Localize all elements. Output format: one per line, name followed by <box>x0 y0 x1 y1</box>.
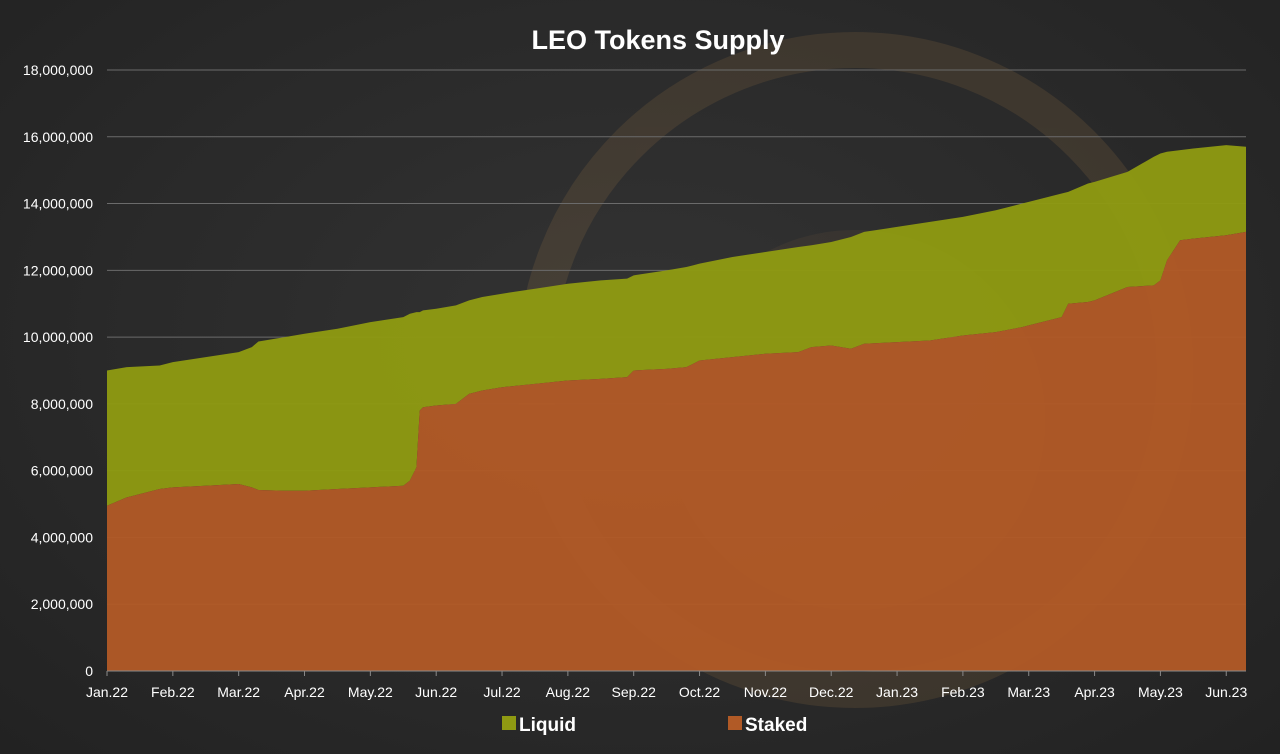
x-tick-label: Feb.22 <box>151 684 195 700</box>
legend-label-liquid: Liquid <box>519 715 576 736</box>
y-tick-label: 6,000,000 <box>31 463 93 479</box>
y-tick-label: 0 <box>85 663 93 679</box>
x-tick-label: Nov.22 <box>744 684 788 700</box>
y-tick-label: 10,000,000 <box>23 329 93 345</box>
y-tick-label: 14,000,000 <box>23 196 93 212</box>
y-tick-label: 4,000,000 <box>31 529 93 545</box>
x-tick-label: Sep.22 <box>612 684 657 700</box>
y-axis-ticks: 0 2,000,000 4,000,000 6,000,000 8,000,000 10,… <box>23 62 93 679</box>
x-tick-label: May.23 <box>1138 684 1183 700</box>
x-tick-label: Jan.23 <box>876 684 918 700</box>
y-tick-label: 16,000,000 <box>23 129 93 145</box>
y-tick-label: 12,000,000 <box>23 262 93 278</box>
x-tick-label: Oct.22 <box>679 684 720 700</box>
y-tick-label: 8,000,000 <box>31 396 93 412</box>
area-series <box>107 145 1246 672</box>
x-tick-label: Jun.22 <box>415 684 457 700</box>
y-tick-label: 2,000,000 <box>31 596 93 612</box>
legend-swatch-staked <box>728 716 742 730</box>
series-liquid-area <box>107 145 1246 506</box>
legend-swatch-liquid <box>502 716 516 730</box>
x-tick-label: Apr.23 <box>1074 684 1115 700</box>
legend-label-staked: Staked <box>745 715 807 736</box>
x-tick-label: Feb.23 <box>941 684 985 700</box>
x-tick-label: Jul.22 <box>483 684 521 700</box>
x-tick-label: Mar.23 <box>1007 684 1050 700</box>
x-tick-label: Jun.23 <box>1205 684 1247 700</box>
legend: Liquid Staked <box>502 715 807 736</box>
x-tick-label: Dec.22 <box>809 684 854 700</box>
x-tick-label: Mar.22 <box>217 684 260 700</box>
y-tick-label: 18,000,000 <box>23 62 93 78</box>
series-staked-area <box>107 231 1246 672</box>
x-tick-label: May.22 <box>348 684 393 700</box>
x-tick-label: Apr.22 <box>284 684 325 700</box>
x-axis-ticks: Jan.22 Feb.22 Mar.22 Apr.22 May.22 Jun.22 Jul.… <box>86 671 1247 700</box>
x-tick-label: Aug.22 <box>546 684 591 700</box>
chart-title: LEO Tokens Supply <box>531 25 784 55</box>
x-tick-label: Jan.22 <box>86 684 128 700</box>
